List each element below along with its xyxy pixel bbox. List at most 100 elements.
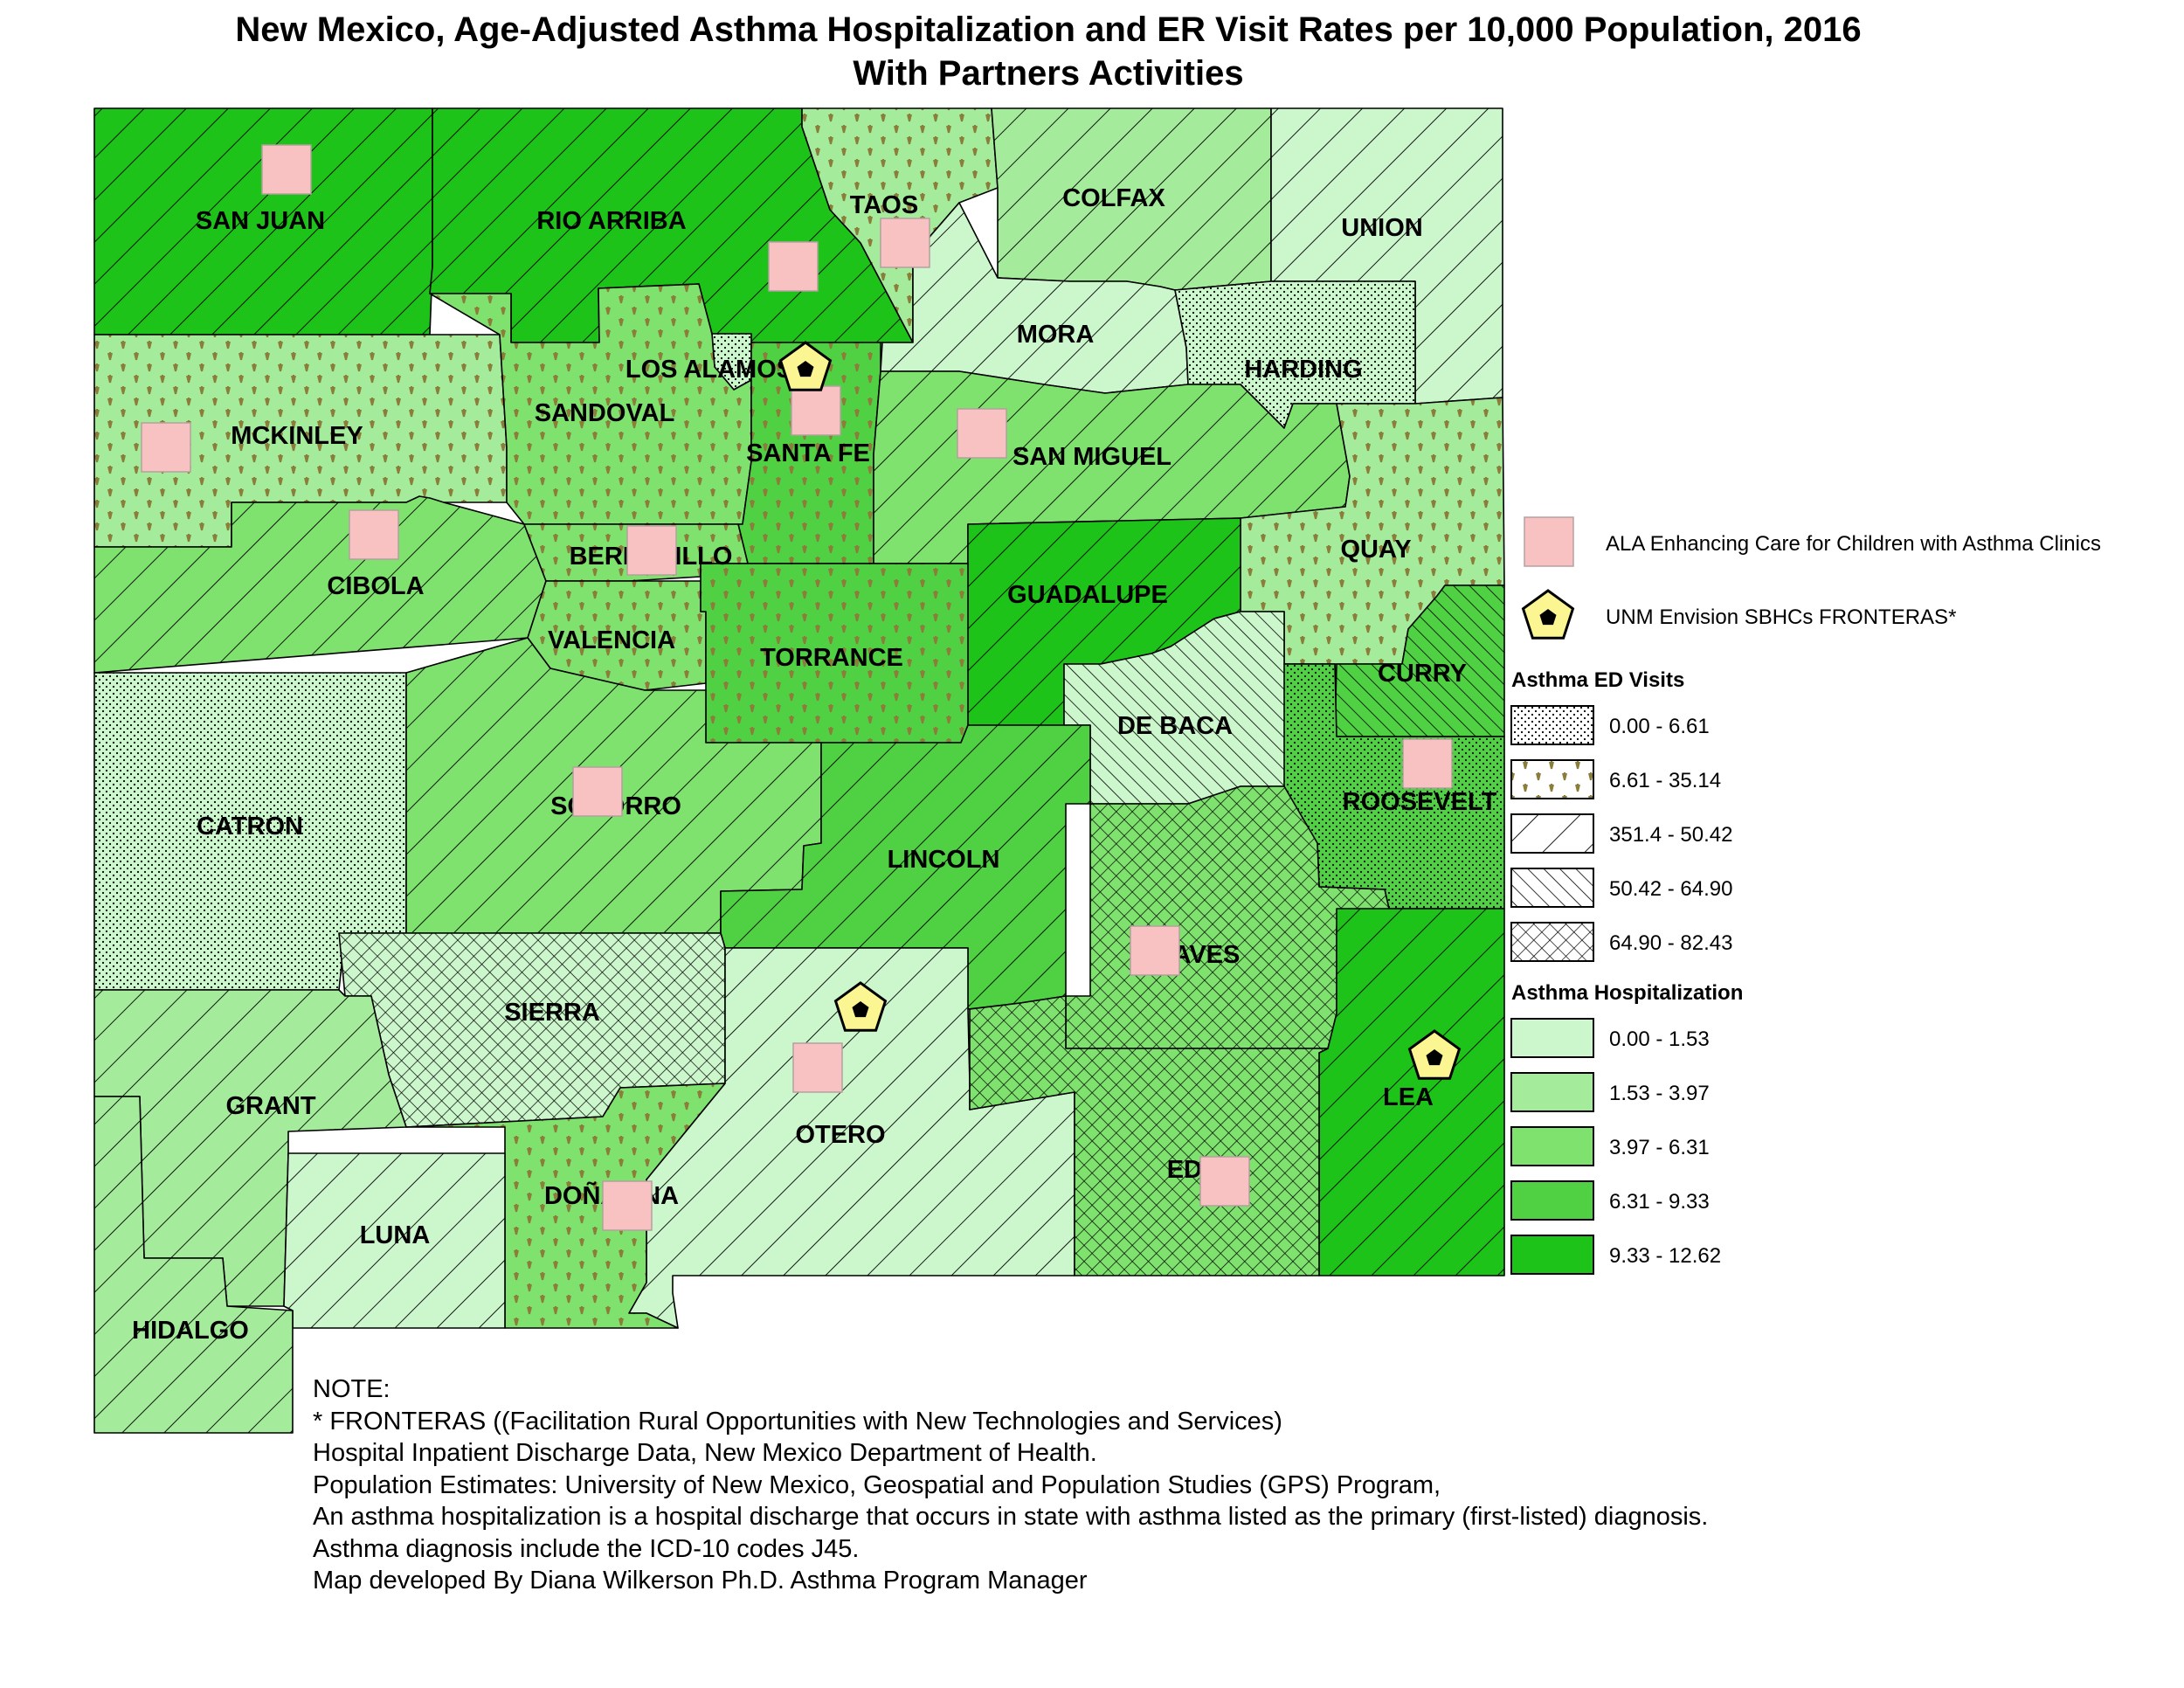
- legend-hosp-title: Asthma Hospitalization: [1511, 981, 1743, 1005]
- note-line: Hospital Inpatient Discharge Data, New M…: [313, 1439, 1097, 1467]
- county-label-valencia: VALENCIA: [548, 626, 675, 654]
- map-title-line1: New Mexico, Age-Adjusted Asthma Hospital…: [235, 10, 1862, 49]
- note-line: An asthma hospitalization is a hospital …: [313, 1503, 1709, 1531]
- county-pattern-dona-ana: [405, 1083, 726, 1329]
- legend-ed-swatch: [1510, 922, 1594, 962]
- legend-hosp-swatch: [1510, 1072, 1594, 1112]
- note-heading: NOTE:: [313, 1375, 390, 1403]
- legend-ed-label: 351.4 - 50.42: [1609, 823, 1732, 847]
- county-label-los-alamos: LOS ALAMOS: [625, 356, 793, 384]
- legend-ed-swatch: [1510, 813, 1594, 854]
- county-label-grant: GRANT: [225, 1092, 315, 1120]
- county-label-guadalupe: GUADALUPE: [1007, 581, 1168, 609]
- county-sandoval: [429, 283, 752, 525]
- legend-hosp-swatch: [1510, 1235, 1594, 1275]
- legend-hosp-label: 9.33 - 12.62: [1609, 1244, 1721, 1268]
- county-dona-ana: [405, 1083, 726, 1329]
- legend-fronteras-label: UNM Envision SBHCs FRONTERAS*: [1606, 605, 1956, 629]
- county-label-curry: CURRY: [1378, 660, 1467, 688]
- ala-clinic-marker-socorro: [572, 766, 623, 817]
- county-label-roosevelt: ROOSEVELT: [1343, 788, 1497, 816]
- county-sierra: [338, 932, 726, 1128]
- county-label-rio-arriba: RIO ARRIBA: [536, 207, 686, 235]
- legend-ed-title: Asthma ED Visits: [1511, 668, 1684, 692]
- ala-clinic-marker-mckinley: [141, 422, 191, 473]
- fronteras-marker-lea: [1407, 1029, 1462, 1080]
- county-label-santa-fe: SANTA FE: [746, 439, 870, 467]
- legend-ed-item: 0.00 - 6.61: [1510, 705, 1710, 745]
- ala-clinic-marker-san-juan: [261, 144, 312, 195]
- county-label-san-juan: SAN JUAN: [196, 207, 325, 235]
- note-line: Map developed By Diana Wilkerson Ph.D. A…: [313, 1567, 1088, 1595]
- county-label-harding: HARDING: [1244, 356, 1362, 384]
- county-label-cibola: CIBOLA: [327, 572, 424, 600]
- legend-hosp-swatch: [1510, 1180, 1594, 1221]
- fronteras-marker-los-alamos: [778, 341, 833, 391]
- ala-clinic-marker-otero: [792, 1042, 843, 1093]
- county-label-quay: QUAY: [1340, 536, 1411, 564]
- county-label-sandoval: SANDOVAL: [535, 399, 675, 427]
- county-label-lea: LEA: [1383, 1083, 1434, 1111]
- ala-clinic-marker-taos: [880, 218, 930, 268]
- legend-ed-label: 64.90 - 82.43: [1609, 931, 1732, 955]
- ala-clinic-marker-bernalillo: [626, 525, 677, 576]
- county-union: [1270, 107, 1503, 405]
- map-legend: ALA Enhancing Care for Children with Ast…: [1510, 516, 2101, 1275]
- note-line: Population Estimates: University of New …: [313, 1470, 1441, 1499]
- county-label-colfax: COLFAX: [1062, 184, 1165, 212]
- legend-hosp-label: 0.00 - 1.53: [1609, 1027, 1710, 1051]
- legend-ed-label: 50.42 - 64.90: [1609, 877, 1732, 901]
- legend-hosp-swatch: [1510, 1018, 1594, 1058]
- legend-ed-item: 6.61 - 35.14: [1510, 759, 1721, 799]
- county-mckinley: [93, 334, 508, 548]
- legend-hosp-label: 6.31 - 9.33: [1609, 1190, 1710, 1214]
- county-cibola: [93, 495, 547, 674]
- legend-ed-item: 50.42 - 64.90: [1510, 868, 1732, 908]
- county-pattern-san-juan: [93, 107, 433, 336]
- ala-clinic-marker-cibola: [349, 509, 399, 560]
- legend-ed-label: 0.00 - 6.61: [1609, 715, 1710, 738]
- legend-ed-swatch: [1510, 705, 1594, 745]
- fronteras-marker-otero: [833, 981, 888, 1032]
- legend-ed-item: 64.90 - 82.43: [1510, 922, 1732, 962]
- legend-hosp-item: 0.00 - 1.53: [1510, 1018, 1710, 1058]
- county-label-lincoln: LINCOLN: [888, 846, 1000, 874]
- county-hidalgo: [93, 1096, 294, 1434]
- county-pattern-hidalgo: [93, 1096, 294, 1434]
- legend-fronteras-item: UNM Envision SBHCs FRONTERAS*: [1521, 589, 1956, 640]
- legend-ed-item: 351.4 - 50.42: [1510, 813, 1732, 854]
- legend-hosp-item: 6.31 - 9.33: [1510, 1180, 1710, 1221]
- county-lea: [1318, 908, 1505, 1276]
- ala-clinic-marker-eddy: [1199, 1156, 1250, 1207]
- legend-ed-label: 6.61 - 35.14: [1609, 769, 1721, 792]
- legend-hosp-label: 1.53 - 3.97: [1609, 1082, 1710, 1105]
- county-santa-fe: [737, 342, 881, 564]
- county-label-torrance: TORRANCE: [760, 644, 903, 672]
- legend-hosp-item: 9.33 - 12.62: [1510, 1235, 1721, 1275]
- note-line: * FRONTERAS ((Facilitation Rural Opportu…: [313, 1407, 1282, 1435]
- county-label-de-baca: DE BACA: [1117, 712, 1233, 740]
- ala-clinic-marker-rio-arriba: [768, 241, 819, 292]
- legend-hosp-swatch: [1510, 1126, 1594, 1166]
- legend-hosp-item: 1.53 - 3.97: [1510, 1072, 1710, 1112]
- county-label-taos: TAOS: [850, 191, 918, 219]
- legend-ala-label: ALA Enhancing Care for Children with Ast…: [1606, 532, 2101, 556]
- ala-clinic-marker-roosevelt: [1402, 738, 1453, 789]
- ala-clinic-marker-san-miguel: [957, 408, 1007, 459]
- note-line: Asthma diagnosis include the ICD-10 code…: [313, 1534, 860, 1563]
- county-label-mckinley: MCKINLEY: [231, 422, 363, 450]
- county-torrance: [700, 563, 969, 744]
- notes-block: NOTE: * FRONTERAS ((Facilitation Rural Op…: [313, 1373, 1708, 1597]
- ala-legend-swatch: [1524, 516, 1574, 567]
- county-label-san-miguel: SAN MIGUEL: [1013, 443, 1171, 471]
- county-colfax: [991, 107, 1272, 291]
- legend-hosp-item: 3.97 - 6.31: [1510, 1126, 1710, 1166]
- legend-hosp-label: 3.97 - 6.31: [1609, 1136, 1710, 1159]
- county-label-union: UNION: [1341, 214, 1422, 242]
- county-label-mora: MORA: [1017, 321, 1095, 349]
- county-otero: [628, 947, 1075, 1329]
- county-valencia: [527, 580, 707, 691]
- county-label-sierra: SIERRA: [504, 999, 600, 1027]
- legend-ed-swatch: [1510, 868, 1594, 908]
